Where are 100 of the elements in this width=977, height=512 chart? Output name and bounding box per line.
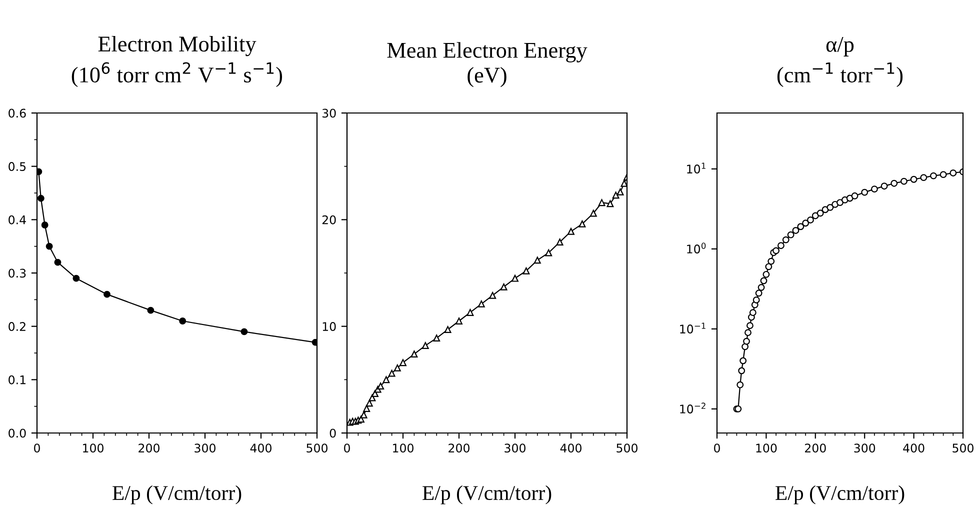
point xyxy=(545,249,552,256)
point xyxy=(746,322,754,330)
point xyxy=(890,180,898,187)
point xyxy=(456,318,462,324)
point xyxy=(930,172,937,180)
point xyxy=(861,188,868,196)
point xyxy=(612,192,620,199)
point xyxy=(522,267,530,274)
point xyxy=(433,334,440,342)
point xyxy=(950,169,957,176)
y-tick-label: 0 xyxy=(330,428,336,438)
point xyxy=(802,220,810,227)
y-tick-label: 0.1 xyxy=(8,375,26,384)
point xyxy=(377,382,384,390)
point xyxy=(736,381,744,388)
y-tick-label: 20 xyxy=(322,215,336,224)
y-tick-label: 0.3 xyxy=(8,268,26,278)
x-tick-label: 200 xyxy=(805,444,826,453)
x-tick-label: 0 xyxy=(714,444,720,453)
x-axis-title: E/p (V/cm/torr) xyxy=(776,485,904,504)
point xyxy=(772,247,780,254)
point xyxy=(534,256,541,264)
point xyxy=(147,306,154,314)
y-tick-label: 0.5 xyxy=(8,162,26,171)
point xyxy=(910,176,918,183)
point xyxy=(489,292,496,299)
point xyxy=(738,367,746,374)
x-tick-label: 400 xyxy=(560,444,582,453)
point xyxy=(598,199,606,206)
x-tick-label: 100 xyxy=(756,444,777,453)
point xyxy=(743,338,750,345)
x-tick-label: 0 xyxy=(344,444,350,453)
point xyxy=(920,174,928,182)
point xyxy=(616,188,624,196)
point xyxy=(388,370,396,377)
chart-title: α/p (cm$^{−1}$ torr$^{−1}$) xyxy=(777,37,903,88)
point xyxy=(363,404,370,412)
point xyxy=(826,204,834,211)
y-tick-label: 0.6 xyxy=(8,108,26,118)
point xyxy=(104,290,110,298)
point xyxy=(768,258,775,265)
x-tick-label: 500 xyxy=(616,444,638,453)
point xyxy=(478,300,485,308)
y-tick-label: 10$^{−1}$ xyxy=(680,322,706,334)
point xyxy=(807,216,814,224)
point xyxy=(755,290,762,297)
chart-title: Mean Electron Energy (eV) xyxy=(387,42,588,88)
point xyxy=(500,283,508,290)
x-tick-label: 100 xyxy=(83,444,104,453)
point xyxy=(466,308,474,316)
point xyxy=(54,258,62,266)
point xyxy=(744,329,752,336)
y-tick-label: 10$^{1}$ xyxy=(687,162,706,174)
x-tick-label: 200 xyxy=(448,444,470,453)
point xyxy=(179,318,186,324)
point xyxy=(758,284,765,291)
point xyxy=(400,359,406,366)
x-tick-label: 100 xyxy=(393,444,414,453)
point xyxy=(740,357,747,364)
point xyxy=(41,222,48,228)
point xyxy=(366,400,373,407)
point xyxy=(72,274,80,282)
point xyxy=(762,270,770,278)
point xyxy=(568,228,574,235)
y-tick-label: 30 xyxy=(322,108,336,118)
point xyxy=(787,231,794,238)
point xyxy=(836,199,844,206)
point xyxy=(742,343,749,350)
y-tick-label: 0.4 xyxy=(8,215,26,224)
point xyxy=(578,220,586,228)
point xyxy=(797,223,804,230)
point xyxy=(851,192,858,200)
point xyxy=(880,182,888,190)
x-tick-label: 300 xyxy=(504,444,526,453)
point xyxy=(752,296,760,304)
point xyxy=(816,210,824,217)
point xyxy=(792,227,800,234)
point xyxy=(760,277,768,284)
point xyxy=(765,263,772,270)
point xyxy=(620,180,627,187)
point xyxy=(410,350,418,358)
y-tick-label: 0.0 xyxy=(8,428,26,438)
point xyxy=(37,194,44,202)
x-axis-title: E/p (V/cm/torr) xyxy=(112,485,242,504)
point xyxy=(606,200,614,208)
x-tick-label: 500 xyxy=(952,444,974,453)
x-tick-label: 300 xyxy=(194,444,216,453)
point xyxy=(382,376,390,384)
point xyxy=(870,186,878,193)
y-tick-label: 10$^{−2}$ xyxy=(680,402,706,414)
point xyxy=(394,364,401,372)
point xyxy=(900,178,908,185)
chart-title: Electron Mobility (10$^{6}$ torr cm$^{2}$ V$^{−1}$ s$^{−1}$) xyxy=(72,36,282,88)
point xyxy=(782,236,790,244)
point xyxy=(46,242,53,250)
point xyxy=(777,242,784,250)
point xyxy=(240,328,248,336)
y-tick-label: 0.2 xyxy=(8,322,26,331)
x-axis-title: E/p (V/cm/torr) xyxy=(422,485,552,504)
point xyxy=(556,238,564,246)
